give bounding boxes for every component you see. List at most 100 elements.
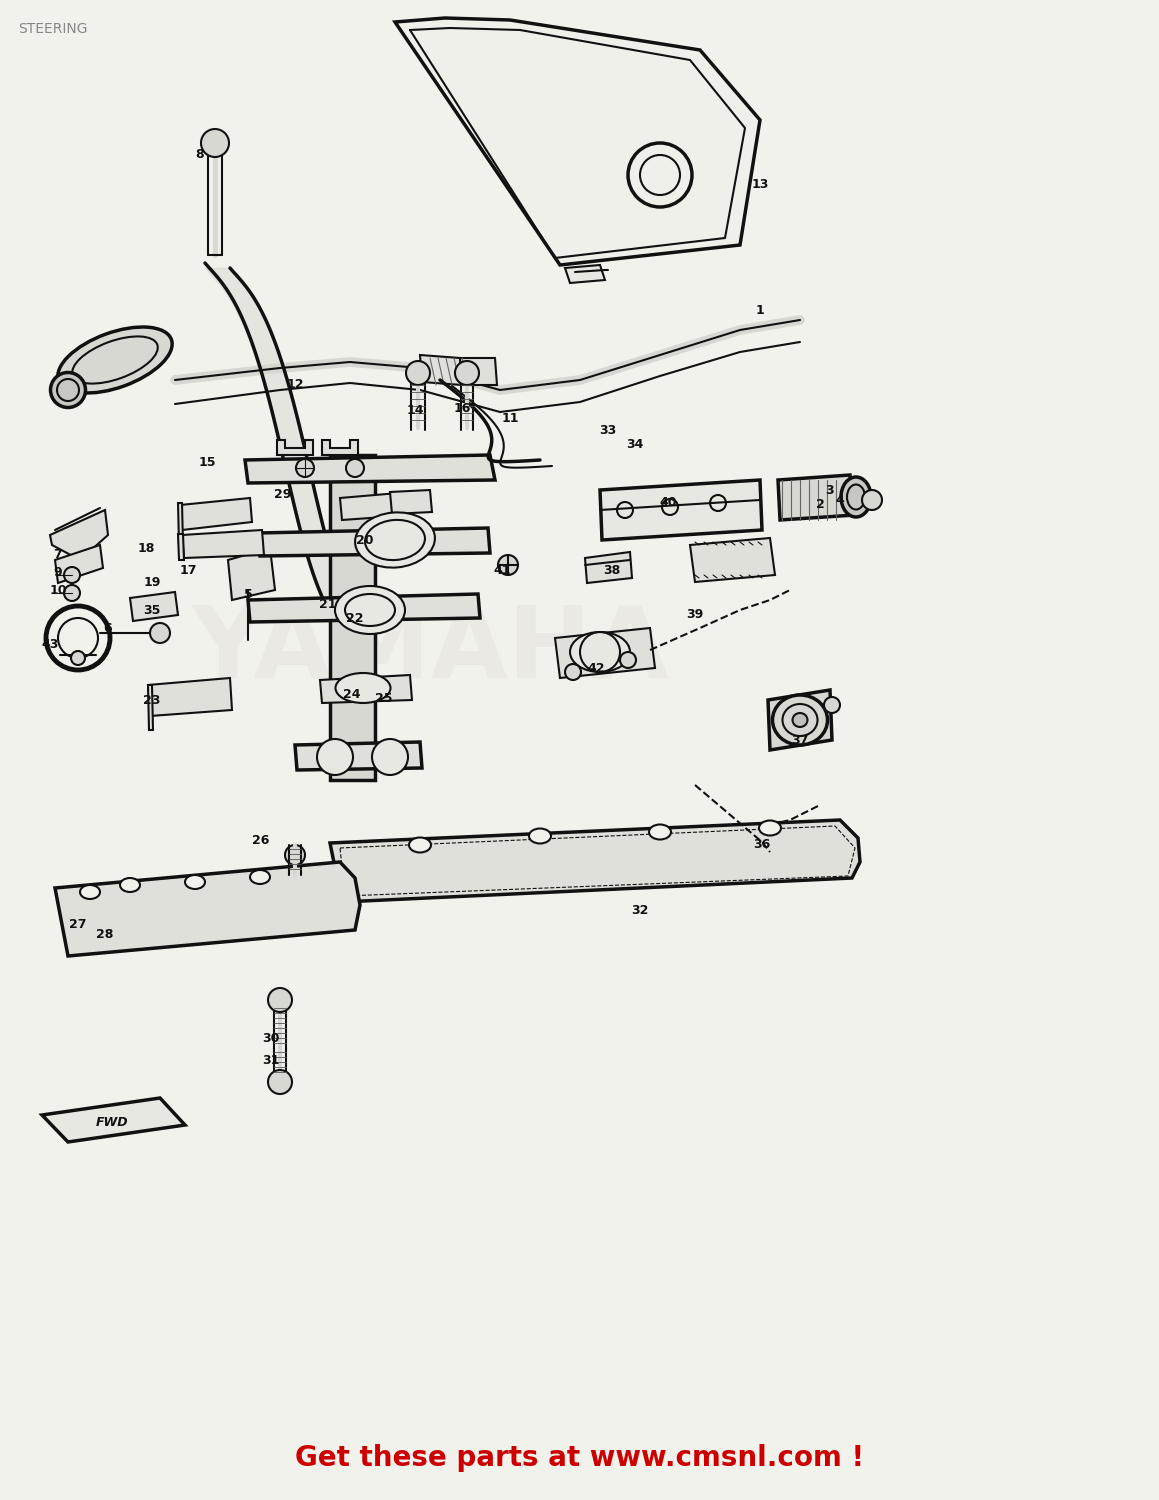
Text: 10: 10 <box>49 585 67 597</box>
Text: STEERING: STEERING <box>19 22 87 36</box>
Polygon shape <box>585 552 632 584</box>
Polygon shape <box>178 534 184 560</box>
Polygon shape <box>389 490 432 514</box>
Ellipse shape <box>570 632 630 672</box>
Polygon shape <box>148 686 153 730</box>
Polygon shape <box>228 548 275 600</box>
Ellipse shape <box>529 828 551 843</box>
Polygon shape <box>42 1098 185 1142</box>
Ellipse shape <box>759 821 781 836</box>
Text: 2: 2 <box>816 498 824 512</box>
Circle shape <box>285 844 305 865</box>
Text: 42: 42 <box>588 662 605 675</box>
Text: 26: 26 <box>253 834 270 846</box>
Ellipse shape <box>649 825 671 840</box>
Text: 34: 34 <box>626 438 643 452</box>
Text: 13: 13 <box>751 178 768 192</box>
Polygon shape <box>130 592 178 621</box>
Text: Get these parts at www.cmsnl.com !: Get these parts at www.cmsnl.com ! <box>294 1444 865 1472</box>
Circle shape <box>620 652 636 668</box>
Ellipse shape <box>58 327 173 393</box>
Circle shape <box>824 698 840 712</box>
Ellipse shape <box>841 477 872 518</box>
Polygon shape <box>50 510 108 560</box>
Ellipse shape <box>250 870 270 883</box>
Ellipse shape <box>80 885 100 898</box>
Polygon shape <box>54 862 360 956</box>
Polygon shape <box>600 480 761 540</box>
Text: 41: 41 <box>494 564 511 576</box>
Polygon shape <box>778 476 855 520</box>
Text: 9: 9 <box>53 567 63 579</box>
Polygon shape <box>555 628 655 678</box>
Ellipse shape <box>335 674 391 704</box>
Polygon shape <box>277 440 313 454</box>
Polygon shape <box>330 821 860 902</box>
Text: 40: 40 <box>659 495 677 508</box>
Circle shape <box>564 664 581 680</box>
Text: 38: 38 <box>604 564 620 576</box>
Polygon shape <box>564 266 605 284</box>
Text: 25: 25 <box>376 692 393 705</box>
Ellipse shape <box>409 837 431 852</box>
Polygon shape <box>420 356 462 386</box>
Polygon shape <box>248 594 480 622</box>
Circle shape <box>347 459 364 477</box>
Circle shape <box>455 362 479 386</box>
Circle shape <box>268 1070 292 1094</box>
Text: 14: 14 <box>407 404 424 417</box>
Text: 4: 4 <box>836 494 845 507</box>
Polygon shape <box>182 530 264 558</box>
Text: 35: 35 <box>144 603 161 616</box>
Circle shape <box>318 740 353 776</box>
Polygon shape <box>148 678 232 716</box>
Ellipse shape <box>773 694 828 746</box>
Text: 39: 39 <box>686 609 704 621</box>
Ellipse shape <box>51 372 86 408</box>
Polygon shape <box>245 454 495 483</box>
Text: 6: 6 <box>103 621 112 634</box>
Text: 17: 17 <box>180 564 197 576</box>
Ellipse shape <box>121 878 140 892</box>
Circle shape <box>71 651 85 664</box>
Text: 7: 7 <box>53 549 63 561</box>
Polygon shape <box>690 538 775 582</box>
Text: 16: 16 <box>453 402 471 414</box>
Polygon shape <box>178 503 183 544</box>
Polygon shape <box>296 742 422 770</box>
Text: 30: 30 <box>262 1032 279 1044</box>
Polygon shape <box>322 440 358 454</box>
Polygon shape <box>340 492 411 520</box>
Text: 29: 29 <box>275 489 292 501</box>
Polygon shape <box>180 498 252 530</box>
Text: 5: 5 <box>243 588 253 602</box>
Text: 33: 33 <box>599 423 617 436</box>
Text: 3: 3 <box>825 483 834 496</box>
Text: 20: 20 <box>356 534 373 546</box>
Circle shape <box>64 567 80 584</box>
Circle shape <box>862 490 882 510</box>
Ellipse shape <box>335 586 404 634</box>
Text: 18: 18 <box>137 542 154 555</box>
Text: 28: 28 <box>96 928 114 942</box>
Text: 36: 36 <box>753 839 771 852</box>
Polygon shape <box>330 454 376 780</box>
Circle shape <box>150 622 170 644</box>
Polygon shape <box>320 675 411 704</box>
Text: 15: 15 <box>198 456 216 470</box>
Ellipse shape <box>355 513 435 567</box>
Text: 22: 22 <box>347 612 364 624</box>
Circle shape <box>201 129 229 158</box>
Ellipse shape <box>185 874 205 890</box>
Text: 24: 24 <box>343 688 360 702</box>
Polygon shape <box>395 18 760 266</box>
Text: 27: 27 <box>70 918 87 932</box>
Text: 37: 37 <box>792 734 809 747</box>
Circle shape <box>498 555 518 574</box>
Circle shape <box>372 740 408 776</box>
Polygon shape <box>54 544 103 584</box>
Circle shape <box>406 362 430 386</box>
Circle shape <box>268 988 292 1012</box>
Text: 32: 32 <box>632 903 649 916</box>
Text: FWD: FWD <box>96 1116 129 1128</box>
